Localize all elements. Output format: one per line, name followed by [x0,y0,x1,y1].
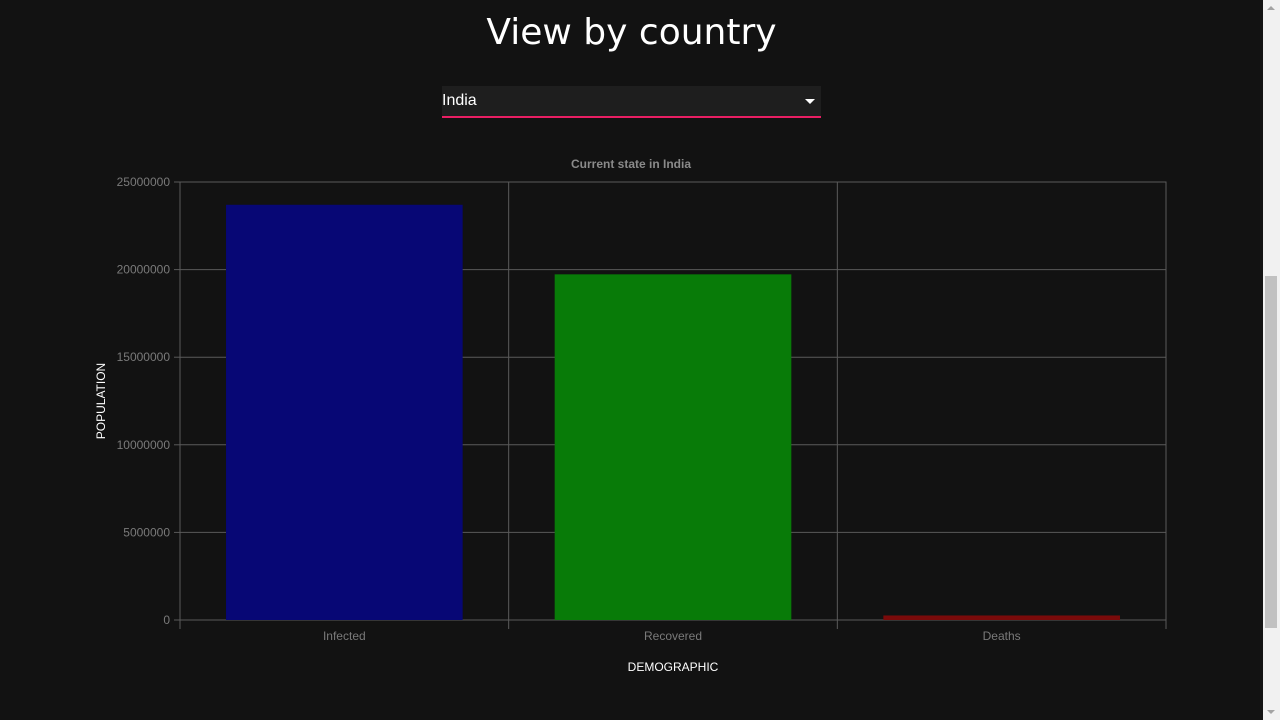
vertical-scrollbar[interactable] [1263,0,1280,720]
bar-recovered[interactable] [554,274,792,620]
chevron-down-icon [805,99,815,104]
x-axis-label: DEMOGRAPHIC [628,660,719,674]
country-select-value: India [442,92,477,109]
chart-bars [226,204,1120,620]
y-tick-label: 15000000 [117,350,171,364]
x-tick-label: Recovered [644,629,702,643]
scroll-up-arrow-icon[interactable] [1267,6,1275,10]
x-tick-label: Deaths [983,629,1021,643]
scrollbar-thumb[interactable] [1265,276,1277,628]
y-tick-label: 10000000 [117,438,171,452]
chart-title: Current state in India [571,157,691,171]
x-axis-ticks: Infected Recovered Deaths [179,620,1167,643]
country-select[interactable]: India [442,86,821,118]
y-tick-label: 0 [163,613,170,627]
y-axis-label: POPULATION [94,363,108,439]
y-tick-label: 5000000 [123,525,170,539]
bar-infected[interactable] [226,204,463,620]
y-tick-label: 20000000 [117,263,171,277]
scroll-down-arrow-icon[interactable] [1267,710,1275,714]
y-tick-label: 25000000 [117,175,171,189]
x-tick-label: Infected [323,629,366,643]
page-title: View by country [486,12,777,53]
y-axis-ticks: 0 5000000 10000000 15000000 20000000 25000000 [117,175,180,627]
bar-deaths[interactable] [883,615,1120,620]
